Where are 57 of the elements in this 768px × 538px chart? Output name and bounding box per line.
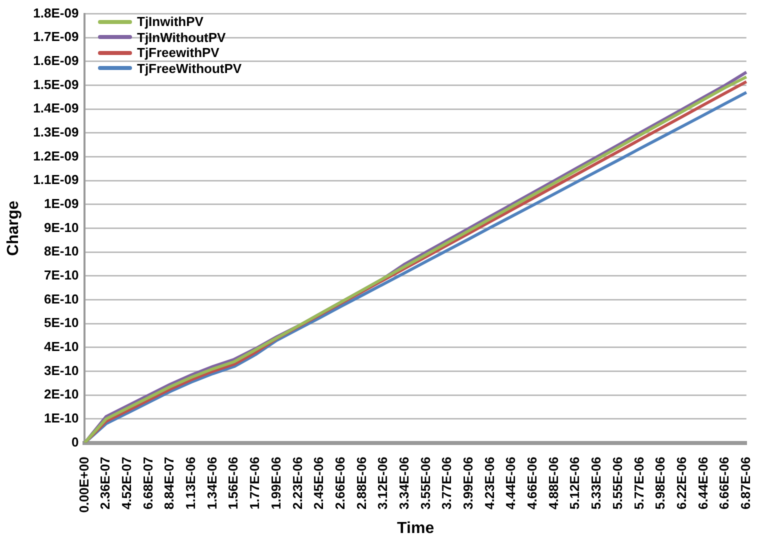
x-tick-label: 3.77E-06	[439, 456, 454, 510]
y-tick-label: 8E-10	[44, 244, 79, 259]
x-tick-label: 6.66E-06	[716, 456, 732, 510]
x-tick-label: 2.88E-06	[354, 456, 369, 510]
legend-label: TjFreewithPV	[137, 45, 220, 60]
y-tick-label: 1E-10	[44, 410, 79, 426]
y-tick-label: 4E-10	[44, 339, 79, 354]
x-tick-label: 4.88E-06	[546, 456, 561, 510]
x-tick-label: 3.12E-06	[375, 456, 390, 510]
legend-label: TjInWithoutPV	[137, 30, 226, 45]
x-tick-label: 2.36E-07	[98, 456, 113, 510]
x-tick-label: 4.52E-07	[119, 456, 134, 510]
x-tick-label: 4.66E-06	[524, 456, 540, 510]
y-tick-label: 0	[71, 434, 79, 450]
x-tick-label: 0.00E+00	[76, 456, 92, 513]
x-tick-label: 5.77E-06	[631, 456, 646, 510]
x-tick-label: 2.23E-06	[290, 456, 305, 510]
y-tick-label: 1.2E-09	[33, 148, 79, 164]
x-tick-label: 1.99E-06	[268, 456, 284, 510]
y-tick-label: 1E-09	[44, 196, 79, 212]
x-tick-label: 1.34E-06	[204, 456, 220, 510]
x-tick-label: 6.44E-06	[695, 456, 710, 510]
x-tick-label: 5.55E-06	[610, 456, 625, 510]
x-tick-label: 2.45E-06	[311, 456, 326, 510]
x-tick-label: 1.77E-06	[247, 456, 262, 510]
y-tick-label: 9E-10	[44, 220, 79, 235]
x-tick-label: 3.55E-06	[418, 456, 433, 510]
x-tick-label: 3.99E-06	[460, 456, 476, 510]
x-tick-label: 4.23E-06	[482, 456, 497, 510]
x-tick-label: 5.98E-06	[652, 456, 668, 510]
x-tick-label: 8.84E-07	[162, 456, 177, 510]
y-tick-label: 1.1E-09	[33, 172, 79, 188]
y-tick-label: 6E-10	[44, 291, 79, 306]
y-tick-label: 1.3E-09	[33, 124, 79, 140]
x-tick-label: 1.13E-06	[183, 456, 198, 510]
y-tick-label: 1.5E-09	[33, 76, 79, 92]
x-tick-label: 2.66E-06	[332, 456, 348, 510]
x-tick-label: 6.68E-07	[140, 456, 156, 510]
legend-label: TjInwithPV	[137, 14, 204, 30]
x-tick-label: 1.56E-06	[226, 456, 241, 510]
y-tick-label: 5E-10	[44, 315, 79, 330]
x-tick-label: 3.34E-06	[396, 456, 412, 510]
y-tick-label: 1.8E-09	[33, 5, 79, 20]
x-tick-label: 6.87E-06	[738, 456, 753, 510]
y-tick-label: 7E-10	[44, 268, 79, 283]
x-axis-title: Time	[397, 520, 434, 537]
y-tick-label: 1.6E-09	[33, 53, 79, 68]
x-tick-label: 6.22E-06	[674, 456, 689, 510]
x-tick-label: 4.44E-06	[503, 456, 518, 510]
x-tick-label: 5.33E-06	[588, 456, 604, 510]
y-tick-label: 3E-10	[44, 362, 79, 378]
x-tick-label: 5.12E-06	[567, 456, 582, 510]
legend-label: TjFreeWithoutPV	[137, 60, 242, 76]
y-tick-label: 1.7E-09	[33, 29, 79, 44]
y-axis-title: Charge	[5, 200, 22, 256]
y-tick-label: 2E-10	[44, 386, 79, 402]
y-tick-label: 1.4E-09	[33, 100, 79, 116]
